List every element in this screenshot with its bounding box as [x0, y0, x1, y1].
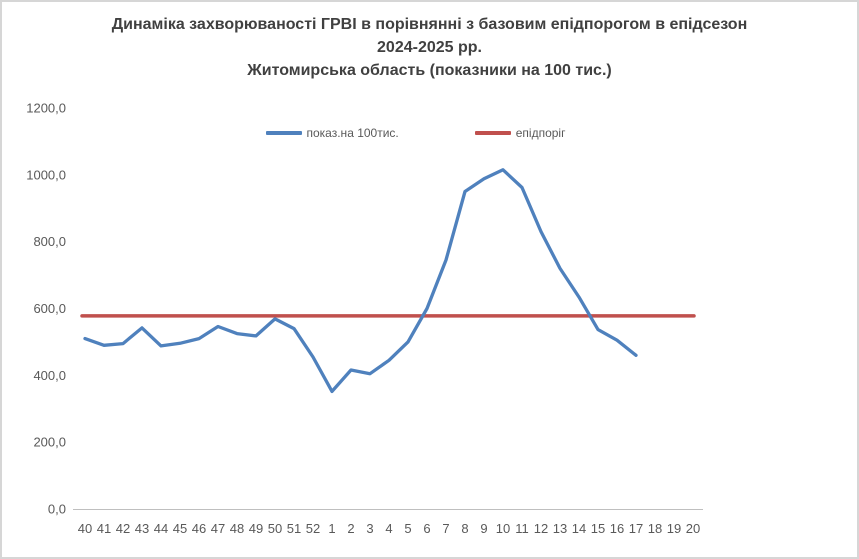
x-axis-tick-label: 44	[154, 521, 168, 536]
x-axis-tick-label: 41	[97, 521, 111, 536]
x-axis-tick-label: 6	[423, 521, 430, 536]
y-axis-tick-label: 1000,0	[26, 167, 66, 182]
y-axis-tick-label: 0,0	[48, 502, 66, 517]
x-axis-tick-label: 18	[648, 521, 662, 536]
x-axis-tick-label: 40	[78, 521, 92, 536]
x-axis-tick-label: 51	[287, 521, 301, 536]
chart-title-line2: 2024-2025 рр.	[377, 39, 482, 56]
y-axis-tick-label: 200,0	[33, 435, 66, 450]
legend-line-swatch-red	[474, 131, 511, 135]
x-axis-tick-label: 8	[461, 521, 468, 536]
x-axis-tick-label: 45	[173, 521, 187, 536]
legend-item-indicator[interactable]: показ.на 100тис.	[265, 126, 399, 140]
x-axis-tick-label: 50	[268, 521, 282, 536]
legend-item-threshold[interactable]: епідпоріг	[474, 126, 566, 140]
x-axis-tick-label: 12	[534, 521, 548, 536]
chart-title-line1: Динаміка захворюваності ГРВІ в порівнянн…	[111, 16, 748, 33]
x-axis-tick-label: 20	[686, 521, 700, 536]
x-axis-tick-label: 1	[328, 521, 335, 536]
x-axis-tick-label: 5	[404, 521, 411, 536]
x-axis-tick-label: 15	[591, 521, 605, 536]
x-axis-tick-label: 48	[230, 521, 244, 536]
x-axis-tick-label: 7	[442, 521, 449, 536]
chart-legend: показ.на 100тис. епідпоріг	[2, 126, 843, 140]
x-axis-tick-label: 13	[553, 521, 567, 536]
series-line	[83, 168, 638, 394]
y-axis-tick-label: 1200,0	[26, 101, 66, 116]
y-axis-tick-label: 400,0	[33, 368, 66, 383]
x-axis-tick-label: 2	[347, 521, 354, 536]
x-axis-tick-label: 16	[610, 521, 624, 536]
x-axis-tick-label: 52	[306, 521, 320, 536]
legend-label-indicator: показ.на 100тис.	[306, 126, 399, 140]
x-axis-tick-label: 49	[249, 521, 263, 536]
x-axis-tick-label: 9	[480, 521, 487, 536]
x-axis-tick-label: 19	[667, 521, 681, 536]
x-axis-tick-label: 43	[135, 521, 149, 536]
x-axis-tick-label: 42	[116, 521, 130, 536]
x-axis-tick-label: 4	[385, 521, 392, 536]
legend-label-threshold: епідпоріг	[515, 126, 566, 140]
x-axis-tick-label: 17	[629, 521, 643, 536]
y-axis-tick-label: 800,0	[33, 234, 66, 249]
x-axis-tick-label: 10	[496, 521, 510, 536]
y-axis-tick-label: 600,0	[33, 301, 66, 316]
x-axis-tick-label: 46	[192, 521, 206, 536]
x-axis-tick-label: 3	[366, 521, 373, 536]
x-axis-tick-label: 14	[572, 521, 586, 536]
x-axis-tick-label: 11	[515, 521, 529, 536]
chart-title: Динаміка захворюваності ГРВІ в порівнянн…	[2, 13, 857, 82]
chart-title-line3: Житомирська область (показники на 100 ти…	[247, 62, 612, 79]
x-axis-tick-label: 47	[211, 521, 225, 536]
legend-line-swatch-blue	[265, 131, 302, 135]
